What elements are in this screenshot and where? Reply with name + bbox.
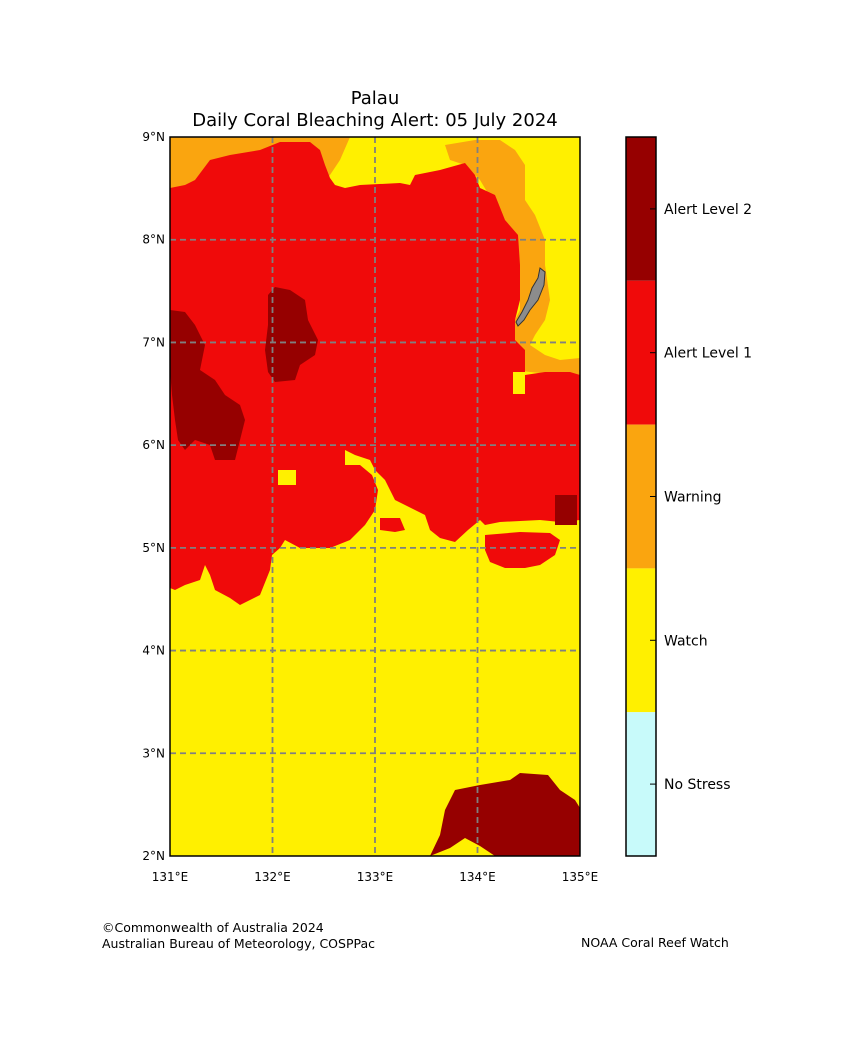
x-tick-label: 131°E [152,870,189,884]
map-frame [169,136,581,857]
alert-level-2-patch-south [430,773,580,856]
agency-text: Australian Bureau of Meteorology, COSPPa… [102,936,375,951]
gridlines [170,137,580,856]
colorbar-label: Watch [664,633,708,649]
map-subtitle: Daily Coral Bleaching Alert: 05 July 202… [192,110,558,131]
x-tick-label: 135°E [562,870,599,884]
alert-level-2-patch-east [555,495,577,525]
source-text: NOAA Coral Reef Watch [581,935,729,950]
alert-level-2-patch-center [265,287,318,382]
colorbar-label: Warning [664,490,722,506]
colorbar-label: No Stress [664,777,731,793]
y-tick-label: 3°N [142,746,165,760]
alert-level-1-patch-center [380,518,405,532]
watch-patch [513,372,525,394]
palau-land [515,267,546,327]
alert-level-2-patch-west [170,310,245,460]
y-axis: 2°N 3°N 4°N 5°N 6°N 7°N 8°N 9°N [142,130,165,863]
x-tick-label: 134°E [459,870,496,884]
map-title: Palau [350,88,400,109]
x-axis: 131°E 132°E 133°E 134°E 135°E [152,870,599,884]
credits: ©Commonwealth of Australia 2024 Australi… [102,920,375,952]
y-tick-label: 4°N [142,644,165,658]
colorbar-label: Alert Level 2 [664,202,752,218]
colorbar-label: Alert Level 1 [664,346,752,362]
y-tick-label: 5°N [142,541,165,555]
y-tick-label: 6°N [142,438,165,452]
alert-level-1-patch-east [485,532,560,568]
copyright-text: ©Commonwealth of Australia 2024 [102,920,324,935]
x-tick-label: 133°E [357,870,394,884]
colorbar-legend: Alert Level 2 Alert Level 1 Warning Watch No… [625,136,752,857]
y-tick-label: 7°N [142,335,165,349]
y-tick-label: 8°N [142,233,165,247]
y-tick-label: 2°N [142,849,165,863]
x-tick-label: 132°E [254,870,291,884]
colorbar-frame [625,136,657,857]
watch-patch [278,470,296,485]
y-tick-label: 9°N [142,130,165,144]
